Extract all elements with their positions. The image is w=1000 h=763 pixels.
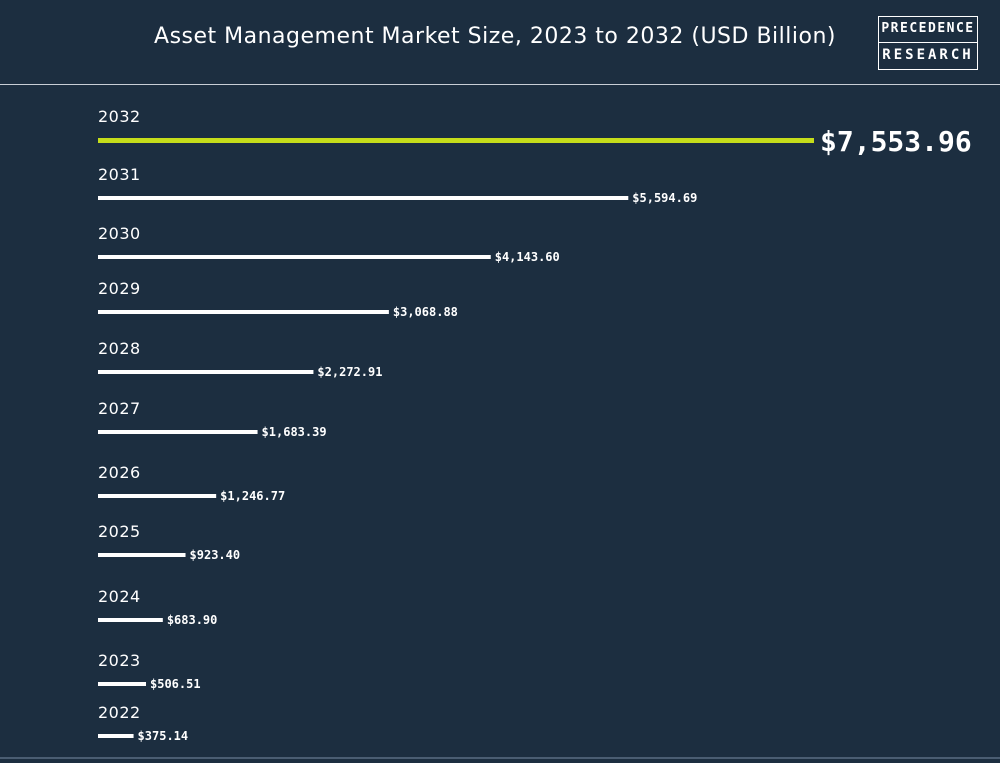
bottom-border bbox=[0, 757, 1000, 759]
value-label-2024: $683.90 bbox=[167, 613, 218, 627]
value-label-2028: $2,272.91 bbox=[317, 365, 382, 379]
header-divider bbox=[0, 84, 1000, 85]
year-label-2028: 2028 bbox=[98, 339, 141, 358]
value-label-2030: $4,143.60 bbox=[495, 250, 560, 264]
chart-title: Asset Management Market Size, 2023 to 20… bbox=[154, 24, 836, 49]
year-label-2025: 2025 bbox=[98, 522, 141, 541]
bar-2031 bbox=[98, 196, 629, 200]
year-label-2030: 2030 bbox=[98, 224, 141, 243]
bar-2032 bbox=[98, 138, 814, 143]
year-label-2022: 2022 bbox=[98, 703, 141, 722]
bar-2022 bbox=[98, 734, 134, 738]
value-label-2022: $375.14 bbox=[138, 729, 189, 743]
value-label-2025: $923.40 bbox=[190, 548, 241, 562]
year-label-2027: 2027 bbox=[98, 399, 141, 418]
logo-line-2: RESEARCH bbox=[882, 47, 974, 63]
year-label-2032: 2032 bbox=[98, 107, 141, 126]
bar-2027 bbox=[98, 430, 258, 434]
year-label-2029: 2029 bbox=[98, 279, 141, 298]
value-label-2032: $7,553.96 bbox=[820, 125, 972, 158]
bar-2025 bbox=[98, 553, 186, 557]
value-label-2026: $1,246.77 bbox=[220, 489, 285, 503]
value-label-2029: $3,068.88 bbox=[393, 305, 458, 319]
year-label-2026: 2026 bbox=[98, 463, 141, 482]
bar-2028 bbox=[98, 370, 314, 374]
year-label-2031: 2031 bbox=[98, 165, 141, 184]
logo-line-1: PRECEDENCE bbox=[879, 17, 977, 43]
value-label-2027: $1,683.39 bbox=[262, 425, 327, 439]
year-label-2024: 2024 bbox=[98, 587, 141, 606]
bar-2029 bbox=[98, 310, 389, 314]
year-label-2023: 2023 bbox=[98, 651, 141, 670]
bar-2026 bbox=[98, 494, 217, 498]
bar-2024 bbox=[98, 618, 163, 622]
bar-2023 bbox=[98, 682, 147, 686]
precedence-research-logo: PRECEDENCE RESEARCH bbox=[878, 16, 978, 70]
bar-2030 bbox=[98, 255, 491, 259]
value-label-2031: $5,594.69 bbox=[632, 191, 697, 205]
value-label-2023: $506.51 bbox=[150, 677, 201, 691]
